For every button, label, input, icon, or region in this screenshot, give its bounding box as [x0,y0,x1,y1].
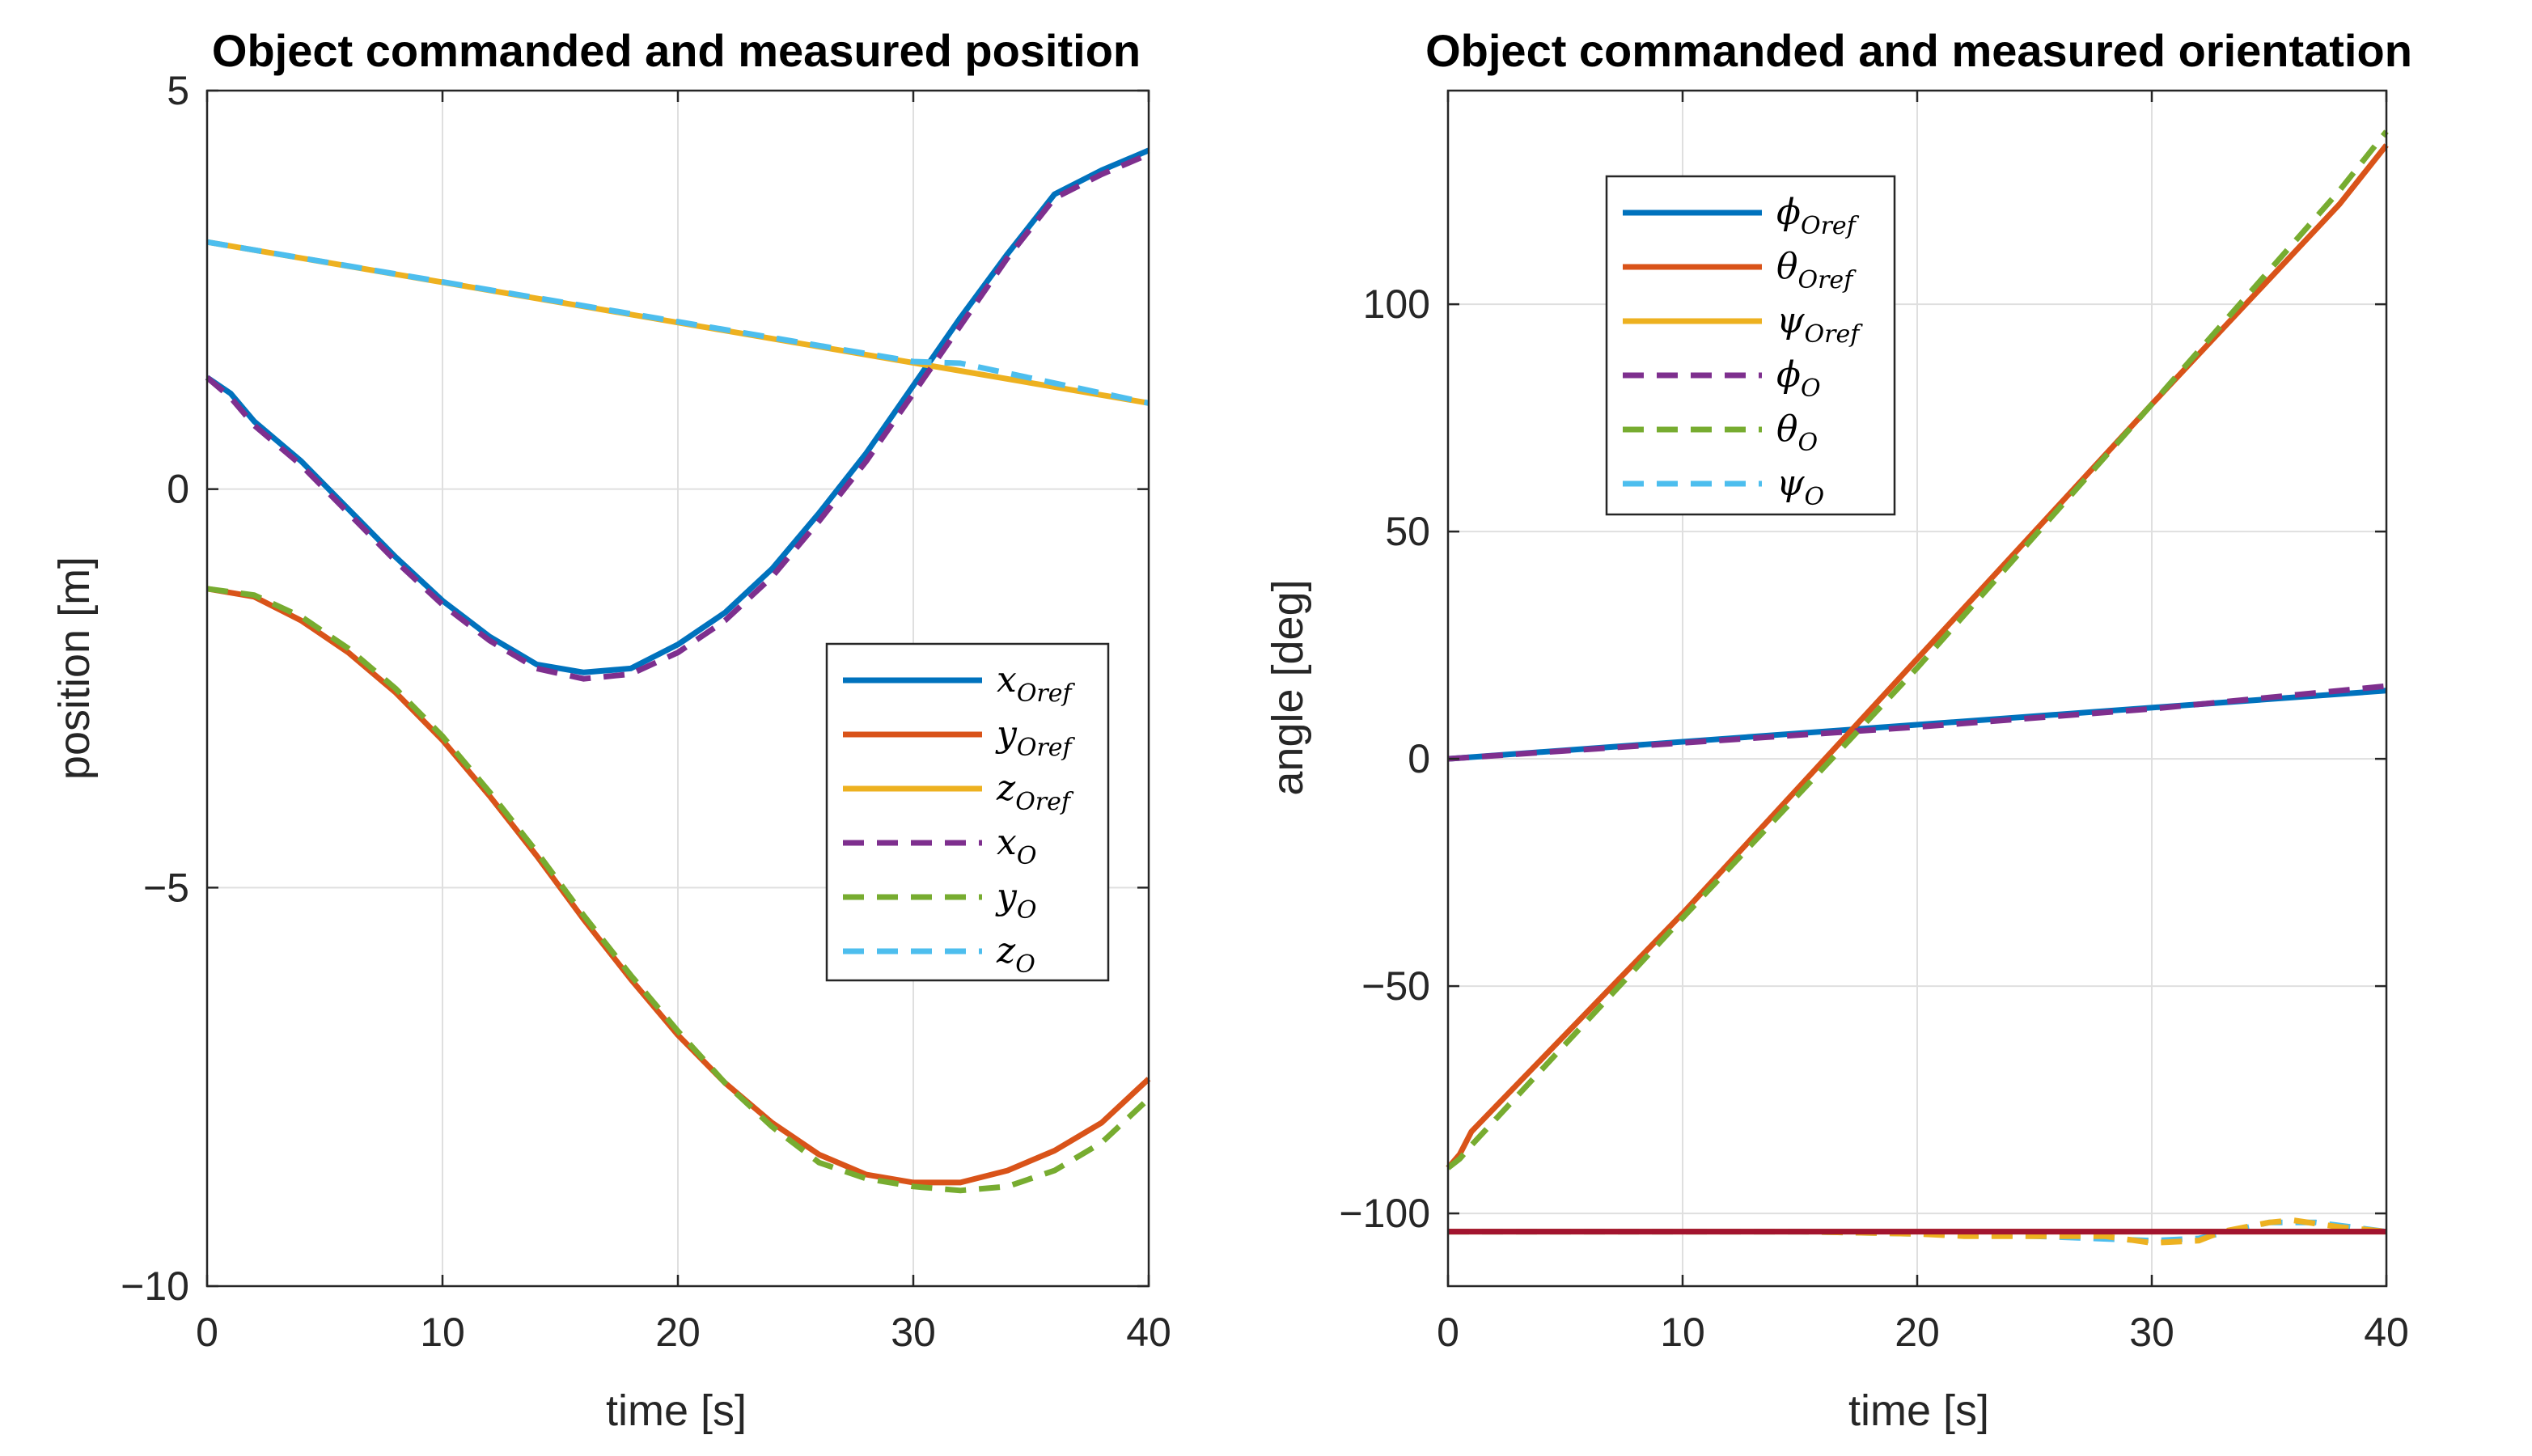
orientation-y-tick-label: −100 [1339,1191,1430,1236]
orientation-legend-label-theta-oref: θOref [1776,246,1857,294]
orientation-x-tick-label: 40 [2364,1310,2409,1355]
position-x-axis-label: time [s] [606,1386,747,1435]
position-legend-label-z-oref: zOref [996,768,1074,816]
position-series-x-o-line [205,151,1150,682]
orientation-chart: Object commanded and measured orientatio… [1264,25,2412,1435]
orientation-legend-label-phi-oref: ϕOref [1776,192,1860,240]
position-legend-label-x-oref: xOref [997,659,1076,708]
orientation-y-axis-label: angle [deg] [1264,579,1312,795]
orientation-y-tick-label: 0 [1408,736,1430,781]
orientation-chart-title: Object commanded and measured orientatio… [1425,25,2412,76]
position-plot-area: 0 10 20 30 40 −10 −5 0 5 xOref yOref zOref xO yO zO [121,68,1171,1355]
position-legend-label-y-o: yO [995,876,1036,925]
orientation-x-tick-label: 20 [1895,1310,1940,1355]
orientation-x-tick-label: 30 [2129,1310,2174,1355]
orientation-plot-area: 0 10 20 30 40 −100 −50 0 50 100 ϕOref θOref ψOref ϕO θ… [1339,89,2409,1355]
position-series-z-o-line [206,239,1150,406]
position-x-tick-label: 20 [655,1310,701,1355]
position-x-tick-label: 30 [891,1310,936,1355]
position-y-tick-label: 5 [167,68,189,113]
orientation-x-tick-label: 0 [1437,1310,1459,1355]
position-series-x-oref-line [205,147,1150,675]
orientation-y-tick-label: 100 [1363,281,1430,327]
position-series-y-o-line [206,586,1151,1194]
orientation-legend-label-theta-o: θO [1776,408,1818,457]
orientation-legend: ϕOref θOref ψOref ϕO θO ψO [1605,175,1896,516]
orientation-x-tick-label: 10 [1660,1310,1705,1355]
position-y-axis-label: position [m] [50,557,99,780]
orientation-x-axis-label: time [s] [1848,1386,1989,1435]
orientation-series-phi-o-line [1447,683,2387,762]
position-y-tick-label: −10 [121,1263,189,1309]
orientation-legend-label-psi-oref: ψOref [1776,300,1863,349]
orientation-legend-label-phi-o: ϕO [1776,354,1821,403]
orientation-series-theta-oref-line [1446,143,2389,1170]
position-y-tick-label: 0 [167,467,189,512]
position-chart-title: Object commanded and measured position [212,25,1141,76]
position-y-tick-label: −5 [143,865,189,910]
position-legend-label-z-o: zO [996,930,1035,979]
position-x-tick-label: 0 [196,1310,218,1355]
orientation-y-tick-label: 50 [1385,509,1430,554]
position-x-tick-label: 40 [1126,1310,1171,1355]
position-chart: Object commanded and measured position 0… [50,25,1171,1435]
orientation-y-tick-label: −50 [1361,963,1430,1009]
orientation-series-theta-o-line [1446,129,2389,1170]
position-legend-label-x-o: xO [997,822,1036,870]
orientation-legend-label-psi-o: ψO [1776,463,1824,511]
position-legend-label-y-oref: yOref [995,713,1076,762]
orientation-legend-box [1605,175,1896,516]
position-x-tick-label: 10 [420,1310,465,1355]
position-legend-box [825,642,1110,982]
position-legend: xOref yOref zOref xO yO zO [825,642,1110,982]
